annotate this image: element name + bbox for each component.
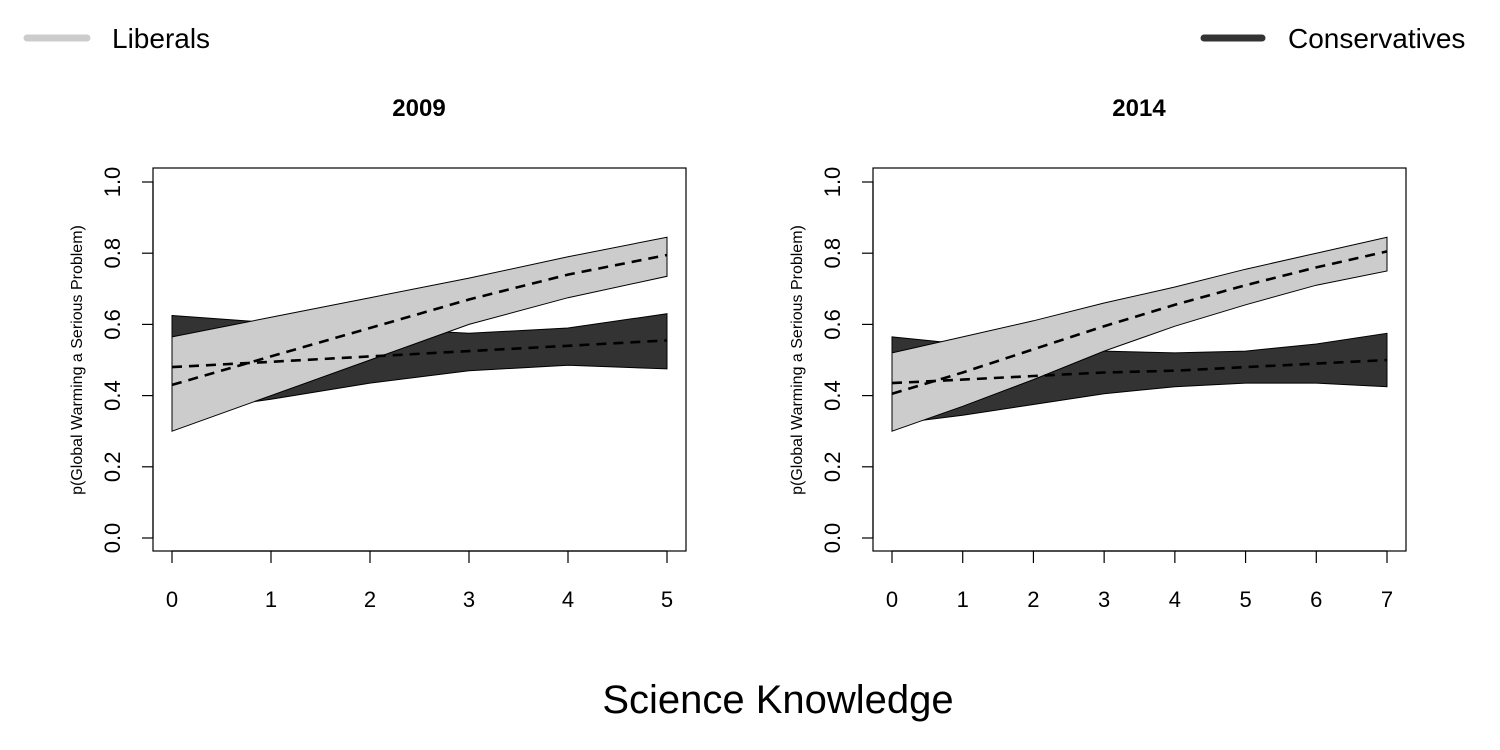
- panel-2009: 2009 0.0 0.2 0.4 0.6 0.8 1.0 0 1 2 3 4 5 p(Global …: [69, 95, 687, 612]
- y-tick-label: 0.6: [100, 309, 125, 340]
- y-axis-label: p(Global Warming a Serious Problem): [69, 225, 86, 495]
- y-axis-label: p(Global Warming a Serious Problem): [789, 225, 806, 495]
- panel-title: 2014: [1112, 95, 1166, 122]
- mean-line-layer: [171, 253, 668, 387]
- mean-line-conservatives: [171, 339, 668, 369]
- confidence-band-liberals: [891, 236, 1388, 432]
- panel-2014: 2014 0.0 0.2 0.4 0.6 0.8 1.0 0 1 2 3 4 5 6 7 p(Globa…: [789, 95, 1407, 612]
- x-axis: 0 1 2 3 4 5 6 7: [886, 550, 1393, 612]
- x-tick-label: 4: [562, 587, 574, 612]
- y-tick-label: 0.6: [820, 309, 845, 340]
- mean-line-liberals: [891, 250, 1388, 396]
- y-tick-label: 1.0: [100, 167, 125, 198]
- mean-line-liberals: [171, 253, 668, 387]
- x-tick-label: 0: [166, 587, 178, 612]
- y-tick-label: 0.4: [820, 380, 845, 411]
- x-tick-label: 2: [364, 587, 376, 612]
- x-tick-label: 3: [463, 587, 475, 612]
- x-tick-label: 3: [1098, 587, 1110, 612]
- mean-line-layer: [891, 250, 1388, 396]
- legend-label-liberals: Liberals: [112, 23, 210, 54]
- y-tick-label: 0.0: [820, 523, 845, 554]
- y-tick-label: 0.4: [100, 380, 125, 411]
- y-tick-label: 0.0: [100, 523, 125, 554]
- x-tick-label: 2: [1027, 587, 1039, 612]
- y-tick-label: 1.0: [820, 167, 845, 198]
- y-axis: 0.0 0.2 0.4 0.6 0.8 1.0: [100, 167, 154, 554]
- panel-title: 2009: [392, 95, 445, 122]
- x-tick-label: 6: [1310, 587, 1322, 612]
- band-layer: [891, 236, 1388, 432]
- x-tick-label: 5: [1239, 587, 1251, 612]
- x-tick-label: 1: [957, 587, 969, 612]
- band-layer: [171, 236, 668, 432]
- y-tick-label: 0.8: [100, 238, 125, 269]
- y-tick-label: 0.8: [820, 238, 845, 269]
- legend-label-conservatives: Conservatives: [1288, 23, 1465, 54]
- x-axis: 0 1 2 3 4 5: [166, 550, 673, 612]
- confidence-band-liberals: [171, 236, 668, 432]
- x-tick-label: 7: [1381, 587, 1393, 612]
- mean-line-conservatives: [891, 358, 1388, 385]
- x-tick-label: 0: [886, 587, 898, 612]
- y-tick-label: 0.2: [820, 452, 845, 483]
- y-tick-label: 0.2: [100, 452, 125, 483]
- y-axis: 0.0 0.2 0.4 0.6 0.8 1.0: [820, 167, 874, 554]
- shared-x-axis-label: Science Knowledge: [602, 678, 953, 722]
- legend: Liberals Conservatives: [23, 23, 1465, 54]
- x-tick-label: 1: [265, 587, 277, 612]
- x-tick-label: 5: [661, 587, 673, 612]
- x-tick-label: 4: [1169, 587, 1181, 612]
